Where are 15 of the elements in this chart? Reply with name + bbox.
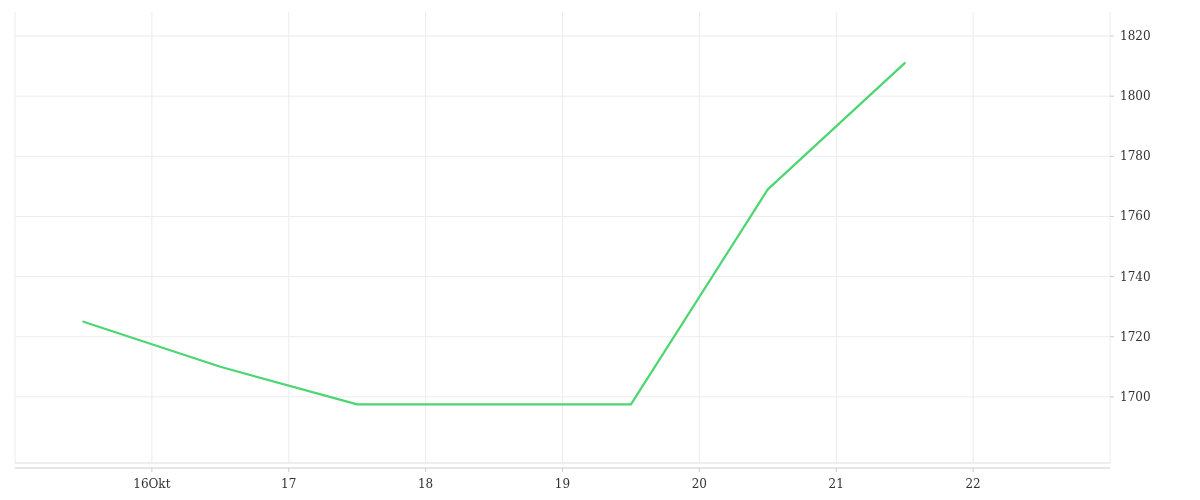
x-tick-label: 20 [691,477,708,491]
y-tick-label: 1820 [1120,29,1151,44]
x-tick-label: 22 [965,477,981,491]
x-tick-label: 19 [554,477,571,491]
x-tick-label: 16Okt [133,477,171,491]
y-tick-label: 1800 [1120,89,1151,104]
y-tick-label: 1720 [1120,329,1151,344]
y-tick-label: 1760 [1120,209,1151,224]
x-tick-label: 17 [281,477,297,491]
y-tick-label: 1780 [1120,149,1151,164]
x-tick-label: 21 [828,477,844,491]
y-tick-label: 1700 [1120,389,1151,404]
line-series [82,62,906,406]
y-tick-label: 1740 [1120,269,1151,284]
x-tick-label: 18 [417,477,434,491]
